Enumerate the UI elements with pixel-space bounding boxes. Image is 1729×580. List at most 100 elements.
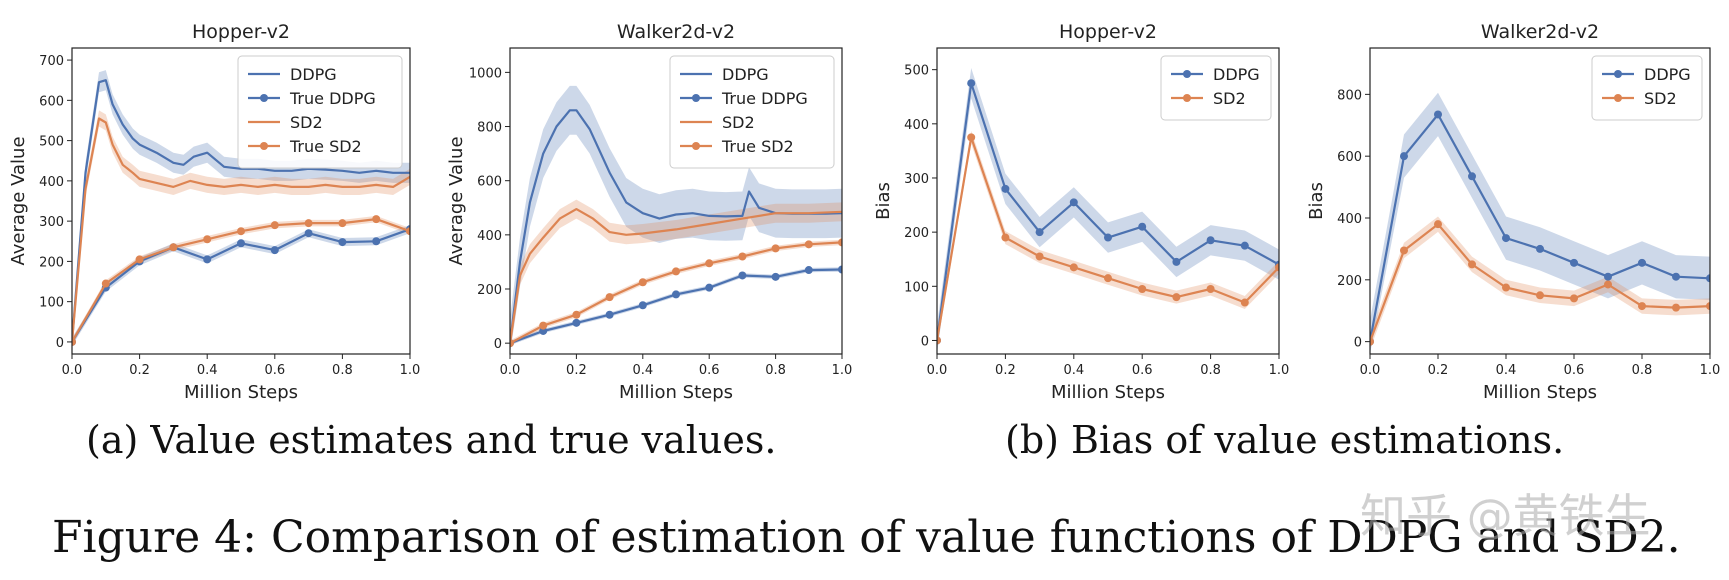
data-point: [605, 310, 614, 319]
data-point: [1468, 260, 1476, 269]
y-tick-label: 0: [56, 336, 64, 351]
data-point: [101, 279, 110, 288]
x-tick-label: 1.0: [832, 363, 853, 378]
y-tick-label: 200: [904, 226, 929, 241]
legend-marker: [1183, 94, 1191, 102]
plot-area: [510, 85, 842, 354]
x-tick-label: 0.4: [632, 363, 653, 378]
data-point: [304, 229, 313, 238]
legend-label: SD2: [290, 113, 323, 132]
data-point: [1604, 272, 1612, 281]
data-point: [705, 283, 714, 292]
data-point: [1206, 236, 1215, 245]
data-point: [771, 272, 780, 281]
data-point: [1400, 246, 1408, 255]
legend-marker: [1614, 70, 1622, 78]
data-point: [804, 240, 813, 249]
data-point: [738, 252, 747, 261]
legend-label: DDPG: [722, 65, 769, 84]
data-point: [1104, 274, 1112, 283]
chart-panel-2: Walker2d-v2 0.0 0.2 0.4 0.6 0.8 1.0 0 200 400 600 8…: [446, 21, 852, 403]
y-tick-label: 200: [1337, 274, 1362, 289]
x-tick-label: 0.8: [1632, 363, 1653, 378]
confidence-band: [1370, 92, 1710, 354]
confidence-band: [1370, 216, 1710, 350]
x-tick-label: 0.4: [1063, 363, 1084, 378]
data-point: [1275, 263, 1279, 272]
legend-label: SD2: [722, 113, 755, 132]
x-axis-label: Million Steps: [184, 382, 298, 403]
data-point: [1206, 285, 1215, 294]
y-tick-label: 400: [477, 229, 502, 244]
data-point: [1536, 244, 1544, 253]
data-point: [1536, 291, 1544, 300]
data-point: [572, 310, 581, 319]
data-point: [1706, 274, 1710, 283]
y-tick-label: 0: [494, 337, 502, 352]
y-tick-label: 500: [39, 135, 64, 150]
y-tick-label: 500: [904, 64, 929, 79]
subcaption-a: (a) Value estimates and true values.: [86, 418, 777, 462]
data-point: [1001, 184, 1010, 193]
data-point: [338, 219, 347, 228]
x-tick-label: 1.0: [1700, 363, 1721, 378]
data-point: [1502, 234, 1510, 243]
legend-label: DDPG: [1213, 65, 1260, 84]
series-line: [72, 79, 410, 342]
x-tick-label: 0.0: [1360, 363, 1381, 378]
data-point: [1035, 228, 1044, 237]
chart-title: Hopper-v2: [1059, 21, 1157, 43]
x-tick-label: 0.6: [1132, 363, 1153, 378]
legend-label: SD2: [1644, 89, 1677, 108]
legend-label: DDPG: [290, 65, 337, 84]
y-tick-label: 600: [39, 94, 64, 109]
legend-label: True SD2: [289, 137, 362, 156]
data-point: [1138, 222, 1147, 231]
legend-marker: [260, 94, 268, 102]
watermark: 知乎 @黄铁生: [1360, 489, 1651, 543]
x-tick-label: 0.0: [500, 363, 521, 378]
legend: DDPG True DDPG SD2 True SD2: [669, 55, 835, 169]
data-point: [838, 238, 842, 247]
data-point: [967, 79, 976, 88]
data-point: [672, 267, 680, 276]
data-point: [1240, 241, 1249, 250]
legend-marker: [692, 142, 700, 150]
series-line: [510, 268, 842, 345]
y-tick-label: 200: [39, 255, 64, 270]
data-point: [1138, 285, 1147, 294]
legend: DDPG True DDPG SD2 True SD2: [237, 55, 403, 169]
x-tick-label: 0.2: [129, 363, 150, 378]
series-line: [72, 117, 410, 342]
legend-label: SD2: [1213, 89, 1246, 108]
data-point: [1104, 233, 1112, 242]
data-point: [372, 237, 381, 246]
legend-marker: [260, 142, 268, 150]
data-point: [304, 219, 313, 228]
x-tick-label: 0.2: [1428, 363, 1449, 378]
x-tick-label: 0.6: [699, 363, 720, 378]
y-tick-label: 300: [39, 215, 64, 230]
x-tick-label: 0.8: [332, 363, 353, 378]
data-point: [203, 235, 212, 244]
x-tick-label: 0.0: [927, 363, 948, 378]
y-tick-label: 400: [904, 118, 929, 133]
chart-panel-3: Hopper-v2 0.0 0.2 0.4 0.6 0.8 1.0 0 100 200 300 400…: [873, 21, 1289, 403]
legend-label: True DDPG: [289, 89, 376, 108]
confidence-band: [510, 199, 842, 353]
series-line: [510, 208, 842, 344]
data-point: [838, 265, 842, 274]
data-point: [1672, 303, 1680, 312]
data-point: [1638, 258, 1646, 267]
data-point: [237, 227, 245, 236]
chart-title: Hopper-v2: [192, 21, 290, 43]
y-axis-label: Bias: [873, 182, 894, 220]
y-tick-label: 800: [477, 121, 502, 136]
data-point: [572, 318, 581, 327]
y-tick-label: 700: [39, 54, 64, 69]
data-point: [1570, 258, 1578, 267]
data-point: [1638, 302, 1646, 311]
subcaption-b: (b) Bias of value estimations.: [1005, 418, 1565, 462]
data-point: [270, 221, 279, 230]
y-tick-label: 200: [477, 283, 502, 298]
